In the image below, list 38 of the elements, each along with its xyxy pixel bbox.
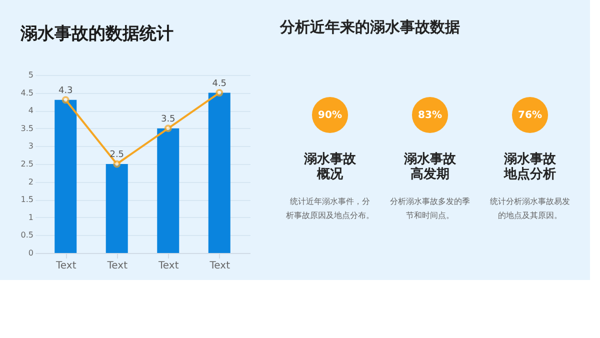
x-tick-label: Text bbox=[55, 260, 76, 272]
point bbox=[216, 89, 224, 97]
category-label: 溺水事故高发期 bbox=[403, 152, 457, 182]
y-tick-label: 2 bbox=[28, 177, 34, 186]
x-tick-label: Text bbox=[208, 260, 230, 272]
data-label: 3.5 bbox=[160, 114, 176, 124]
data-label: 2.5 bbox=[110, 150, 124, 160]
text: 统计分析溺水事故易发的地点及其原因。 bbox=[490, 197, 570, 220]
y-tick-label: 1 bbox=[28, 212, 34, 222]
text: 83% bbox=[418, 110, 442, 121]
text: 统计近年溺水事件，分析事故原因及地点分布。 bbox=[285, 197, 374, 220]
y-tick-label: 3 bbox=[28, 142, 34, 151]
point bbox=[113, 160, 121, 168]
y-tick-label: 0 bbox=[28, 248, 34, 258]
data-label: 4.5 bbox=[212, 78, 227, 89]
y-tick-label: 2.5 bbox=[20, 160, 34, 168]
text: 76% bbox=[518, 110, 542, 121]
category-label: 溺水事故地点分析 bbox=[503, 152, 557, 182]
chart-title: 溺水事故的数据统计 bbox=[19, 24, 174, 44]
text: 分析近年来的溺水事故数据 bbox=[279, 18, 460, 36]
point bbox=[164, 124, 172, 132]
y-tick-label: 0.5 bbox=[20, 230, 34, 240]
bar bbox=[157, 128, 180, 253]
bar bbox=[106, 164, 128, 253]
text: 90% bbox=[318, 110, 342, 121]
x-tick-label: Text bbox=[106, 260, 128, 272]
category-label: 溺水事故概况 bbox=[303, 152, 357, 182]
x-tick-label: Text bbox=[158, 260, 179, 272]
y-tick-label: 5 bbox=[28, 70, 34, 80]
y-tick-label: 4 bbox=[28, 106, 34, 116]
y-tick-label: 4.5 bbox=[20, 88, 34, 98]
y-tick-label: 1.5 bbox=[20, 195, 34, 204]
bar bbox=[54, 100, 77, 253]
data-label: 4.3 bbox=[58, 86, 73, 96]
y-tick-label: 3.5 bbox=[20, 124, 34, 133]
point bbox=[62, 96, 70, 104]
text: 分析溺水事故多发的季节和时间点。 bbox=[390, 197, 470, 220]
bar bbox=[208, 92, 230, 253]
